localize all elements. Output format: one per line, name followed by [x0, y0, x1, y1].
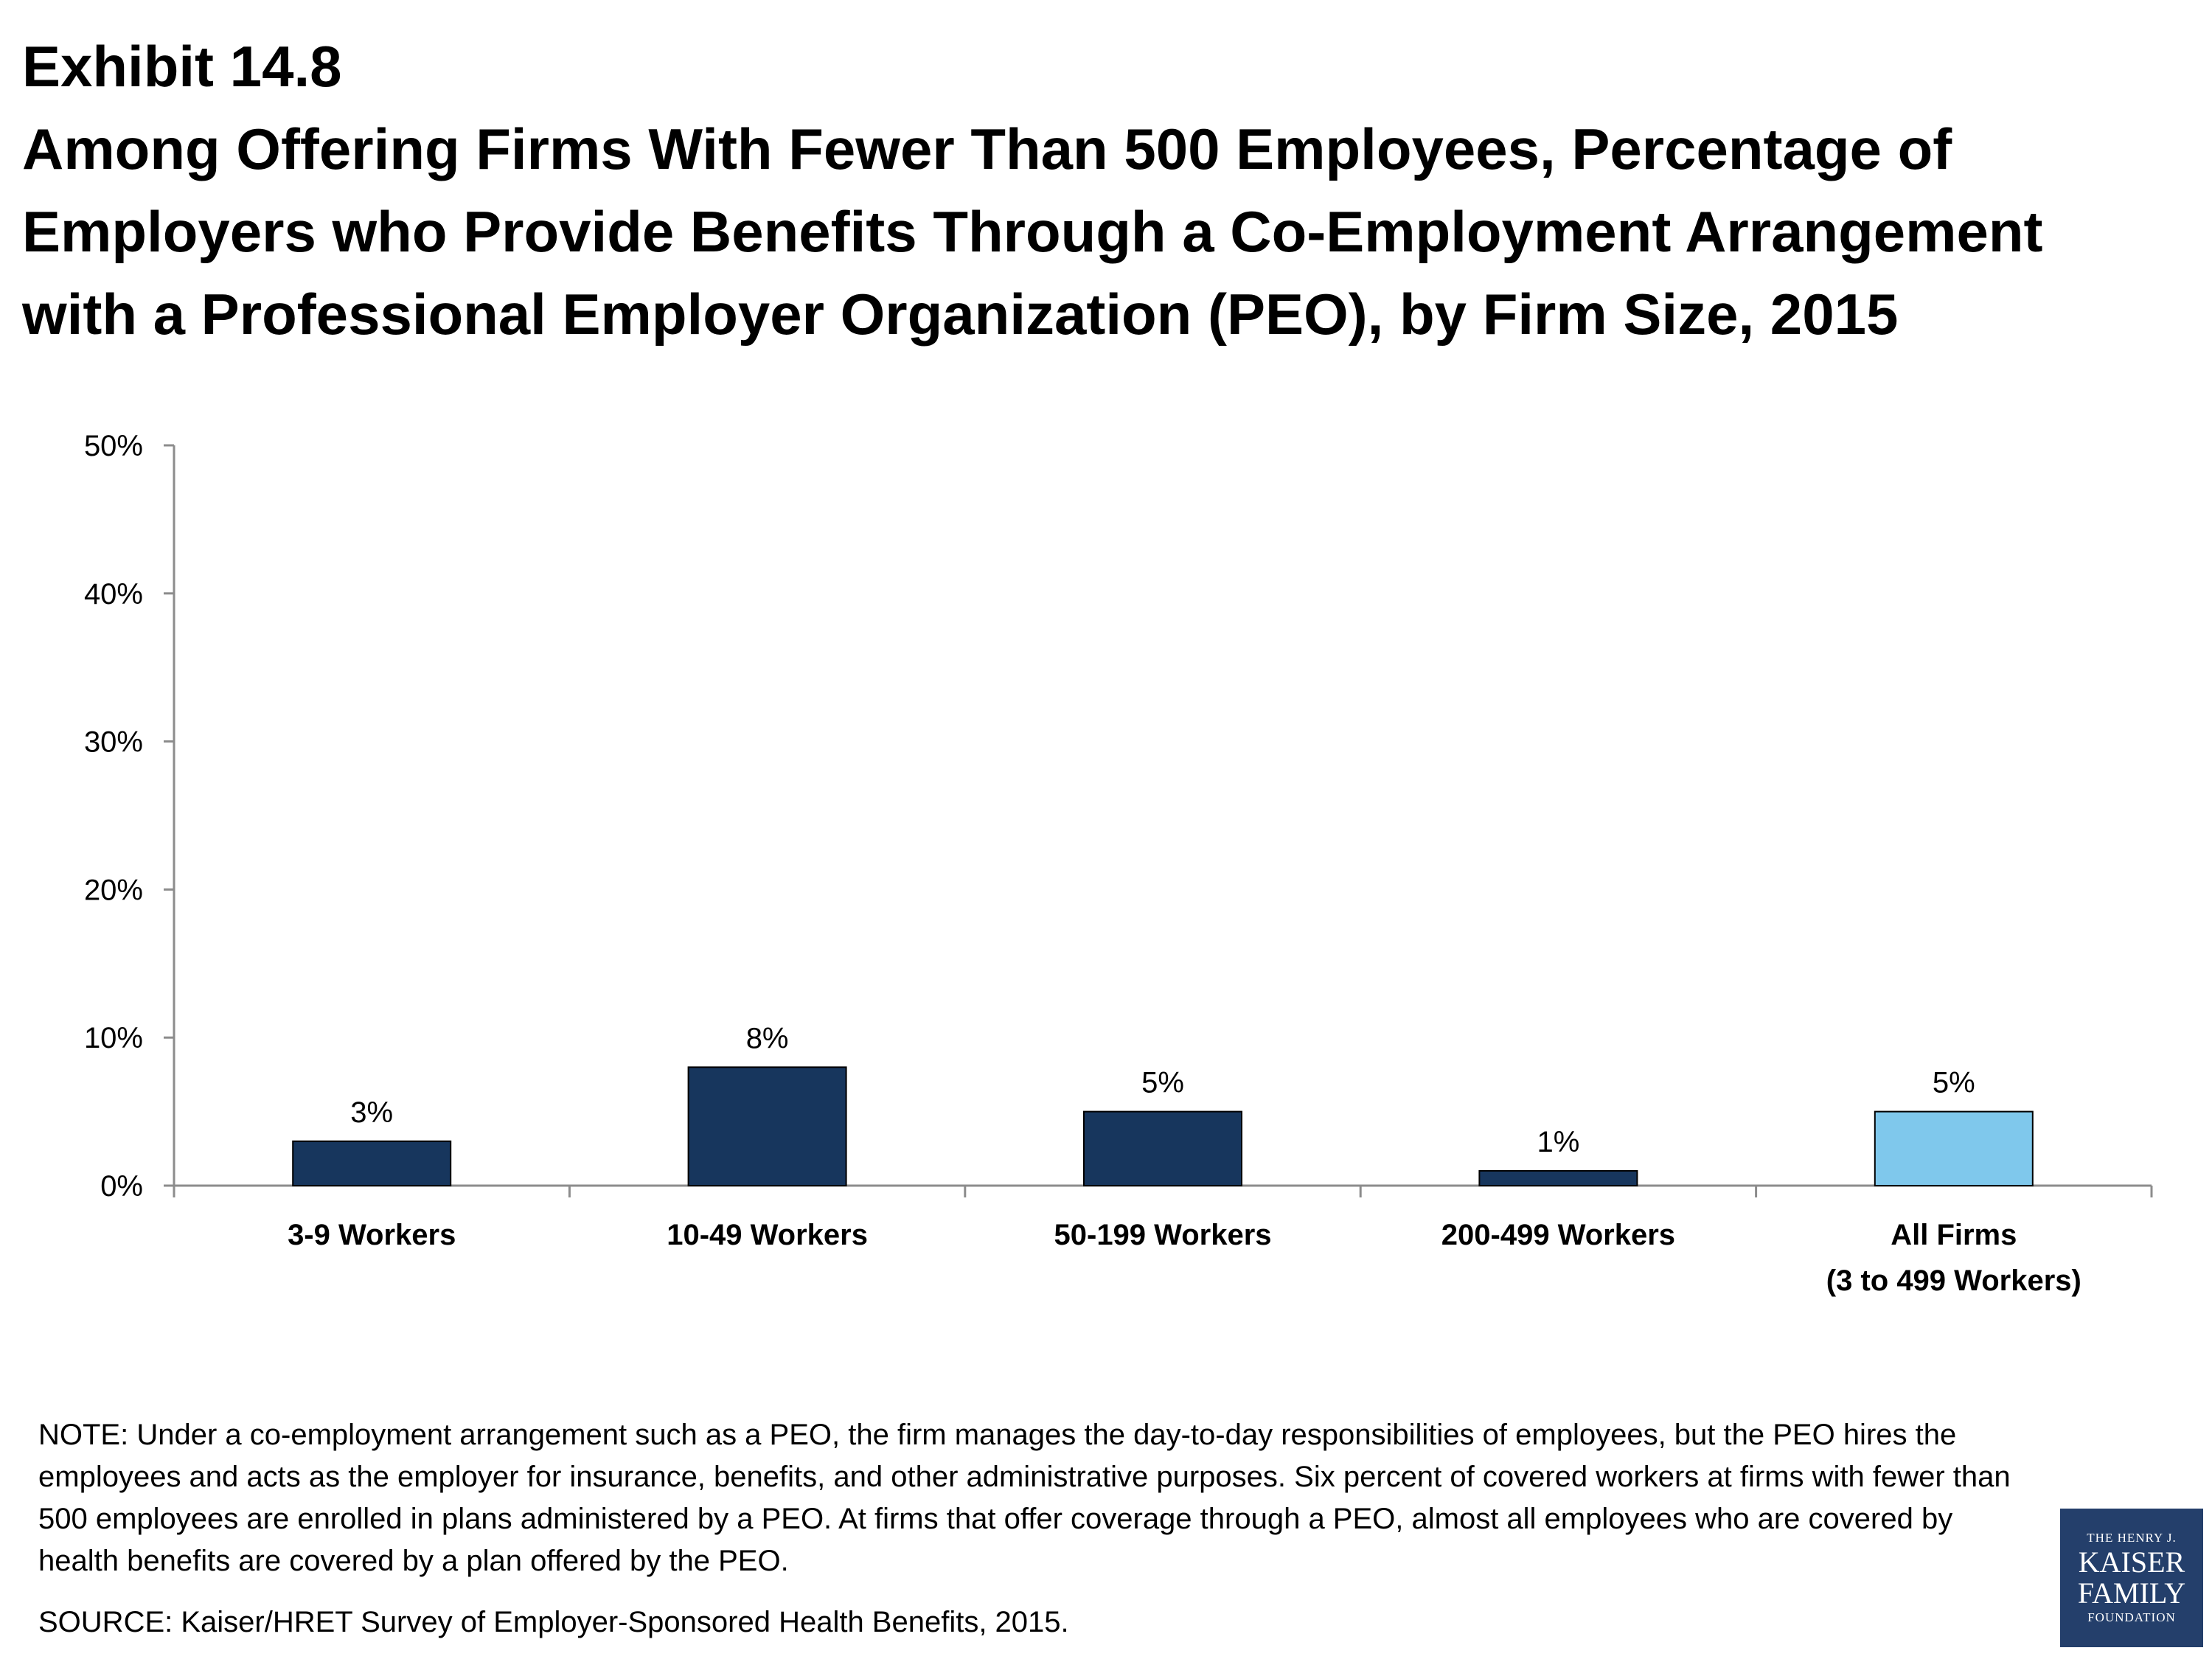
category-label-line: 200-499 Workers [1441, 1219, 1675, 1251]
logo-line-2: KAISER [2078, 1545, 2185, 1579]
category-label-line: 3-9 Workers [288, 1219, 456, 1251]
data-label: 1% [1537, 1126, 1579, 1158]
bar [687, 1066, 847, 1186]
category-label: 10-49 Workers [667, 1219, 868, 1251]
data-label: 5% [1933, 1067, 1975, 1099]
source-text: SOURCE: Kaiser/HRET Survey of Employer-S… [38, 1606, 1069, 1638]
bar [1478, 1169, 1638, 1187]
category-label: 200-499 Workers [1441, 1219, 1675, 1251]
category-label-line: All Firms [1891, 1219, 2017, 1251]
kff-logo: THE HENRY J. KAISER FAMILY FOUNDATION [2060, 1509, 2203, 1647]
data-label: 5% [1141, 1067, 1184, 1099]
y-tick-label: 10% [84, 1022, 143, 1054]
category-label: 50-199 Workers [1054, 1219, 1272, 1251]
bar [1874, 1110, 2034, 1186]
footnotes: NOTE: Under a co-employment arrangement … [38, 1414, 2029, 1644]
chart-title: Among Offering Firms With Fewer Than 500… [22, 116, 2043, 347]
y-tick-label: 30% [84, 726, 143, 759]
data-label: 3% [350, 1096, 393, 1129]
category-label-line: (3 to 499 Workers) [1826, 1265, 2081, 1297]
y-tick-label: 0% [100, 1170, 143, 1203]
y-tick-label: 50% [84, 430, 143, 462]
bar [292, 1140, 452, 1187]
exhibit-number: Exhibit 14.8 [22, 34, 342, 99]
category-label-line: 50-199 Workers [1054, 1219, 1272, 1251]
category-label: All Firms (3 to 499 Workers) [1826, 1219, 2081, 1297]
note-text: NOTE: Under a co-employment arrangement … [38, 1419, 2011, 1577]
category-label: 3-9 Workers [288, 1219, 456, 1251]
logo-line-1: THE HENRY J. [2087, 1531, 2177, 1545]
bar [1083, 1110, 1242, 1186]
logo-line-4: FOUNDATION [2087, 1610, 2176, 1624]
logo-line-3: FAMILY [2077, 1576, 2186, 1610]
y-tick-label: 40% [84, 578, 143, 611]
bar-chart: 0% 10% 20% 30% 40% 50% 3% 3-9 Workers 8% 10-49 Wo… [84, 430, 2153, 1297]
chart-header: Exhibit 14.8 Among Offering Firms With F… [22, 29, 2160, 355]
category-label-line: 10-49 Workers [667, 1219, 868, 1251]
data-label: 8% [746, 1022, 789, 1054]
y-tick-label: 20% [84, 874, 143, 906]
